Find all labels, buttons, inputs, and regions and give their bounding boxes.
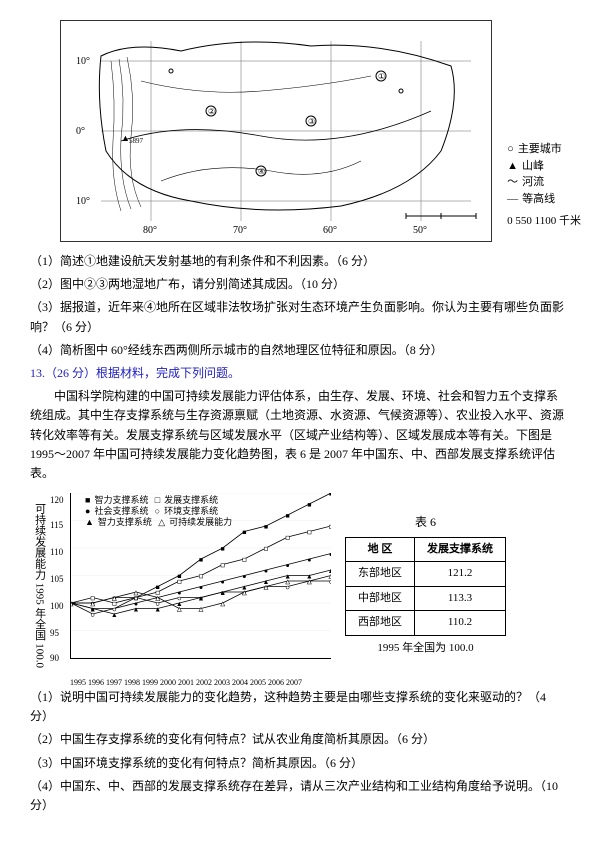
svg-text:■: ■: [329, 493, 331, 498]
svg-text:▲: ▲: [241, 589, 248, 597]
svg-text:●: ●: [307, 556, 311, 564]
question-b1: （1）说明中国可持续发展能力的变化趋势，这种趋势主要是由哪些支撑系统的变化来驱动…: [30, 688, 565, 726]
svg-text:80°: 80°: [143, 225, 157, 236]
svg-text:■: ■: [242, 529, 246, 537]
table-row: 西部地区110.2: [346, 611, 506, 636]
svg-text:▲: ▲: [133, 606, 140, 614]
svg-text:▲: ▲: [219, 600, 226, 608]
table-row: 东部地区121.2: [346, 562, 506, 587]
svg-text:■: ■: [177, 578, 181, 586]
svg-text:▲: ▲: [219, 589, 226, 597]
svg-text:60°: 60°: [323, 225, 337, 236]
question-13-header: 13.（26 分）根据材料，完成下列问题。: [30, 364, 565, 383]
line-chart: 可持续发展能力 1995 年全国 100.0 ■智力支撑系统 □发展支撑系统 ●…: [40, 493, 330, 678]
question-4: （4）简析图中 60°经线东西两侧所示城市的自然地理区位特征和原因。（8 分）: [30, 341, 565, 360]
svg-text:■: ■: [221, 545, 225, 553]
svg-text:●: ●: [264, 567, 268, 575]
svg-text:■: ■: [307, 529, 311, 537]
svg-text:▲: ▲: [328, 573, 331, 581]
table6: 地 区发展支撑系统 东部地区121.2 中部地区113.3 西部地区110.2: [345, 537, 506, 636]
svg-text:10°: 10°: [76, 56, 90, 67]
svg-text:10°: 10°: [76, 196, 90, 207]
svg-text:▲: ▲: [89, 600, 96, 608]
svg-text:●: ●: [286, 562, 290, 570]
x-labels: 1995 1996 1997 1998 1999 2000 2001 2002 …: [70, 677, 330, 690]
svg-text:■: ■: [242, 556, 246, 564]
svg-text:5897: 5897: [129, 137, 144, 145]
svg-text:■: ■: [264, 523, 268, 531]
svg-text:●: ●: [199, 584, 203, 592]
table6-wrapper: 表 6 地 区发展支撑系统 东部地区121.2 中部地区113.3 西部地区11…: [345, 513, 506, 657]
svg-text:④: ④: [258, 167, 265, 176]
table6-title: 表 6: [345, 513, 506, 532]
peak-icon: ▲: [507, 158, 518, 175]
map-svg: ▲5897 ① ② ③ ④ 10° 0° 10° 80° 70° 60° 50°: [61, 21, 491, 241]
svg-text:■: ■: [264, 545, 268, 553]
svg-text:▲: ▲: [198, 606, 205, 614]
svg-text:■: ■: [286, 534, 290, 542]
svg-text:▲: ▲: [154, 595, 161, 603]
svg-text:▲: ▲: [176, 606, 183, 614]
y-axis-label: 可持续发展能力 1995 年全国 100.0: [30, 493, 48, 678]
contour-icon: —: [507, 191, 518, 208]
svg-text:▲: ▲: [306, 578, 313, 586]
svg-text:●: ●: [221, 578, 225, 586]
map-legend: ○主要城市 ▲山峰 ～河流 —等高线 0 550 1100 千米: [507, 141, 581, 230]
svg-text:■: ■: [286, 512, 290, 520]
svg-text:■: ■: [199, 556, 203, 564]
question-1: （1）简述①地建设航天发射基地的有利条件和不利因素。（6 分）: [30, 252, 565, 271]
svg-text:③: ③: [308, 117, 315, 126]
svg-text:50°: 50°: [413, 225, 427, 236]
svg-text:70°: 70°: [233, 225, 247, 236]
passage-text: 中国科学院构建的中国可持续发展能力评估体系，由生存、发展、环境、社会和智力五个支…: [30, 387, 565, 483]
city-icon: ○: [507, 141, 514, 158]
svg-text:●: ●: [242, 573, 246, 581]
svg-text:■: ■: [307, 501, 311, 509]
question-b4: （4）中国东、中、西部的发展支撑系统存在差异，请从三次产业结构和工业结构角度给予…: [30, 777, 565, 815]
svg-text:①: ①: [378, 72, 385, 81]
svg-text:■: ■: [221, 562, 225, 570]
river-icon: ～: [507, 174, 518, 191]
table6-footer: 1995 年全国为 100.0: [345, 640, 506, 658]
svg-text:0°: 0°: [76, 126, 85, 137]
svg-text:▲: ▲: [133, 589, 140, 597]
question-b2: （2）中国生存支撑系统的变化有何特点？试从农业角度简析其原因。（6 分）: [30, 730, 565, 749]
svg-text:▲: ▲: [284, 578, 291, 586]
svg-text:②: ②: [208, 107, 215, 116]
question-b3: （3）中国环境支撑系统的变化有何特点？简析其原因。（6 分）: [30, 754, 565, 773]
question-2: （2）图中②③两地湿地广布，请分别简述其成因。（10 分）: [30, 275, 565, 294]
svg-text:▲: ▲: [198, 595, 205, 603]
question-3: （3）据报道，近年来④地所在区域非法牧场扩张对生态环境产生负面影响。你认为主要有…: [30, 298, 565, 336]
svg-text:■: ■: [199, 573, 203, 581]
svg-text:▲: ▲: [111, 611, 118, 619]
svg-text:▲: ▲: [154, 606, 161, 614]
chart-legend: ■智力支撑系统 □发展支撑系统 ●社会支撑系统 ○环境支撑系统 ▲智力支撑系统 …: [85, 495, 236, 527]
svg-text:▲: ▲: [70, 600, 74, 608]
table-row: 中部地区113.3: [346, 586, 506, 611]
svg-text:■: ■: [329, 523, 331, 531]
map-scale: 0 550 1100 千米: [507, 213, 581, 230]
svg-text:▲: ▲: [263, 584, 270, 592]
svg-text:●: ●: [329, 551, 331, 559]
map-figure: ▲5897 ① ② ③ ④ 10° 0° 10° 80° 70° 60° 50°…: [60, 20, 492, 242]
svg-text:▲: ▲: [111, 595, 118, 603]
